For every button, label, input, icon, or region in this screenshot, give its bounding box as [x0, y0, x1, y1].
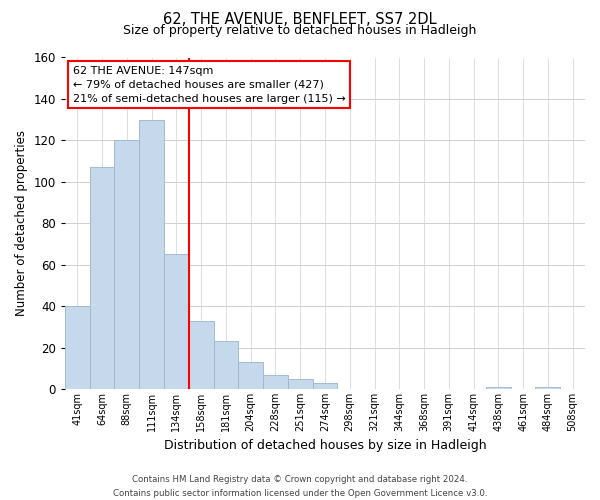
X-axis label: Distribution of detached houses by size in Hadleigh: Distribution of detached houses by size …	[164, 440, 486, 452]
Bar	[535, 387, 560, 389]
Bar	[139, 120, 164, 389]
Bar	[164, 254, 189, 389]
Bar	[263, 374, 288, 389]
Bar	[288, 378, 313, 389]
Bar	[115, 140, 139, 389]
Text: Contains HM Land Registry data © Crown copyright and database right 2024.
Contai: Contains HM Land Registry data © Crown c…	[113, 476, 487, 498]
Bar	[189, 320, 214, 389]
Bar	[486, 387, 511, 389]
Bar	[214, 342, 238, 389]
Text: 62, THE AVENUE, BENFLEET, SS7 2DL: 62, THE AVENUE, BENFLEET, SS7 2DL	[163, 12, 437, 28]
Bar	[90, 168, 115, 389]
Text: Size of property relative to detached houses in Hadleigh: Size of property relative to detached ho…	[124, 24, 476, 37]
Bar	[313, 383, 337, 389]
Bar	[65, 306, 90, 389]
Text: 62 THE AVENUE: 147sqm
← 79% of detached houses are smaller (427)
21% of semi-det: 62 THE AVENUE: 147sqm ← 79% of detached …	[73, 66, 346, 104]
Bar	[238, 362, 263, 389]
Y-axis label: Number of detached properties: Number of detached properties	[15, 130, 28, 316]
